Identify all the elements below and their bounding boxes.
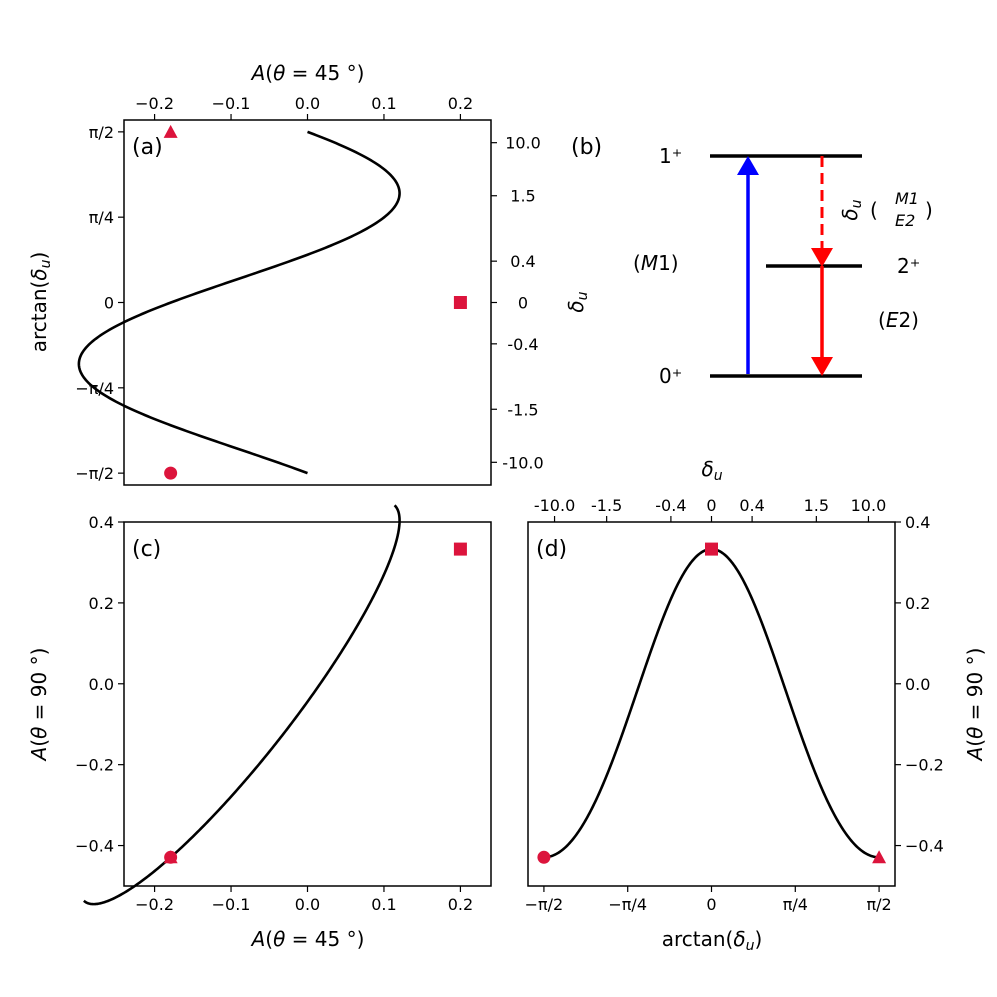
panel-c-ytick-label: 0.0 [89, 675, 114, 694]
level-2plus-label: 2⁺ [897, 254, 920, 278]
panel-d-x2tick-label: 0.4 [739, 496, 764, 515]
panel-b: (b) 1⁺ 2⁺ 0⁺ (M1) δu ( M1 E2 ) (E2) [571, 135, 933, 388]
mixing-m1: M1 [895, 189, 919, 208]
panel-a-ytick-label: π/4 [89, 208, 114, 227]
panel-c-xtick-label: −0.2 [135, 895, 174, 914]
panel-d-x2tick-label: 1.5 [804, 496, 829, 515]
panel-d-marker-circle [537, 850, 551, 864]
panel-c-xlabel: A(θ = 45 °) [250, 927, 365, 951]
panel-a-top-xtick-label: 0.2 [448, 94, 473, 113]
panel-c-frame [123, 521, 492, 887]
panel-c-marker-triangle [163, 850, 178, 864]
panel-a-top-xtick-label: −0.2 [135, 94, 174, 113]
panel-d-ylabel: A(θ = 90 °) [963, 648, 987, 763]
panel-c-label: (c) [132, 537, 161, 562]
panel-a-ytick-label: 0 [104, 294, 114, 313]
panel-a-y2tick-label: 0 [518, 294, 528, 313]
panel-a-top-xlabel: A(θ = 45 °) [250, 61, 365, 85]
e2-arrow-head [811, 357, 833, 376]
panel-a-ytick-label: π/2 [89, 123, 114, 142]
panel-a-top-xtick-label: 0.1 [371, 94, 396, 113]
mixing-e2: E2 [895, 211, 915, 230]
panel-a-ytick-label: −π/2 [75, 464, 114, 483]
panel-d-xtick-label: π/2 [866, 895, 891, 914]
panel-c: −0.2 −0.1 0.0 0.1 0.2 −0.4 −0.2 0.0 0.2 0.4 (c) A… [27, 504, 492, 951]
panel-d-frame [527, 521, 896, 887]
panel-d-ytick-label: −0.4 [905, 837, 944, 856]
panel-b-label: (b) [571, 135, 602, 160]
panel-a-right-ylabel: δu [564, 291, 591, 312]
panel-a-top-xtick-label: 0.0 [295, 94, 320, 113]
panel-a-frame [123, 119, 492, 486]
panel-c-xtick-label: 0.0 [295, 895, 320, 914]
panel-d-ytick-label: 0.4 [905, 513, 930, 532]
panel-a-y2tick-label: -1.5 [507, 400, 538, 419]
panel-a-y2tick-label: 0.4 [510, 252, 535, 271]
panel-c-marker-square [453, 542, 467, 556]
panel-d-marker-triangle [872, 850, 887, 864]
panel-d-label: (d) [536, 537, 567, 562]
panel-c-curve [83, 504, 401, 906]
level-0plus-label: 0⁺ [659, 364, 682, 388]
panel-d-x2tick-label: -0.4 [655, 496, 686, 515]
panel-a-y2tick-label: 10.0 [505, 134, 541, 153]
panel-a-y2tick-label: -0.4 [507, 335, 538, 354]
m1e2-arrow-head [811, 248, 833, 267]
panel-a-top-xtick-label: −0.1 [212, 94, 251, 113]
panel-c-xtick-label: 0.2 [448, 895, 473, 914]
panel-a-curve [77, 130, 401, 475]
panel-c-ytick-label: 0.2 [89, 594, 114, 613]
m1-arrow-head [737, 156, 759, 175]
panel-c-ylabel: A(θ = 90 °) [27, 648, 51, 763]
panel-a-y2tick-label: -10.0 [502, 453, 543, 472]
panel-a-left-ylabel: arctan(δu) [27, 252, 54, 353]
panel-d-x2tick-label: -1.5 [591, 496, 622, 515]
panel-c-xtick-label: 0.1 [371, 895, 396, 914]
panel-c-ytick-label: −0.2 [75, 756, 114, 775]
m1-label: (M1) [633, 251, 679, 275]
panel-a-y2tick-label: 1.5 [510, 187, 535, 206]
panel-a-marker-square [453, 296, 467, 309]
mixing-paren: ( [870, 198, 878, 222]
panel-d-ytick-label: 0.0 [905, 675, 930, 694]
panel-d-xtick-label: 0 [706, 895, 716, 914]
e2-label: (E2) [878, 308, 919, 332]
panel-d-xlabel: arctan(δu) [662, 927, 763, 954]
panel-a: −0.2 −0.1 0.0 0.1 0.2 −π/2 −π/4 0 π/4 π/2 -10.0 -1.… [27, 61, 591, 486]
level-1plus-label: 1⁺ [659, 144, 682, 168]
panel-c-ytick-label: −0.4 [75, 837, 114, 856]
panel-d-curve [543, 547, 880, 859]
mixing-paren-close: ) [925, 198, 933, 222]
panel-d-top-xlabel: δu [701, 457, 722, 484]
panel-d-x2tick-label: 10.0 [851, 496, 887, 515]
panel-a-marker-circle [164, 466, 178, 480]
panel-c-ytick-label: 0.4 [89, 513, 114, 532]
panel-d-x2tick-label: -10.0 [534, 496, 575, 515]
panel-c-xtick-label: −0.1 [212, 895, 251, 914]
panel-d-marker-square [705, 542, 718, 556]
delta-u-label: δu [838, 199, 865, 220]
panel-d-xtick-label: π/4 [783, 895, 808, 914]
panel-a-ytick-label: −π/4 [75, 379, 114, 398]
panel-d-xtick-label: −π/4 [608, 895, 647, 914]
panel-d-xtick-label: −π/2 [525, 895, 564, 914]
panel-d-ytick-label: 0.2 [905, 594, 930, 613]
panel-d-ytick-label: −0.2 [905, 756, 944, 775]
panel-a-marker-triangle [163, 124, 178, 138]
panel-a-label: (a) [132, 135, 163, 160]
panel-d-x2tick-label: 0 [706, 496, 716, 515]
panel-d: −π/2 −π/4 0 π/4 π/2 -10.0 -1.5 -0.4 0 0.4 1.5 10.0 −… [525, 457, 987, 954]
